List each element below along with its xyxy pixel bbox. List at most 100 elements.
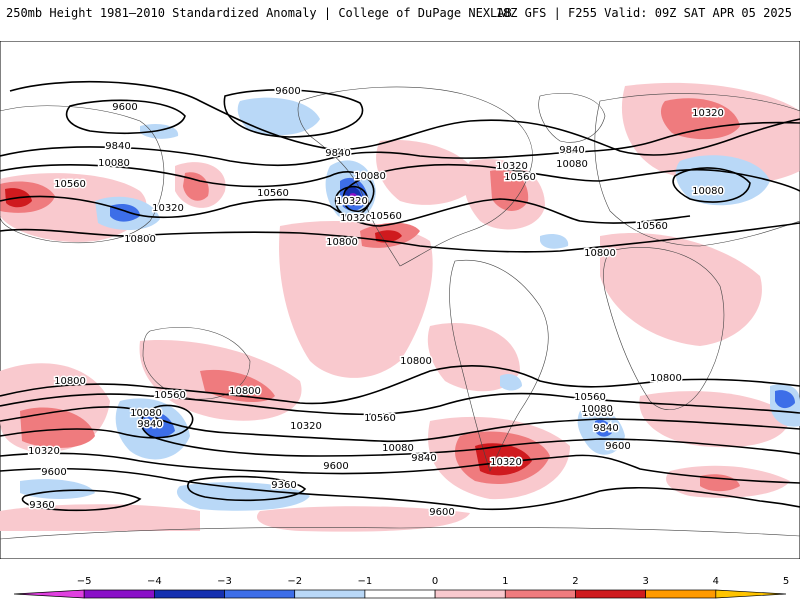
contour-label: 10560 xyxy=(364,413,396,424)
header: 250mb Height 1981–2010 Standardized Anom… xyxy=(0,0,800,28)
contour-line xyxy=(0,195,691,227)
contour-label: 10800 xyxy=(229,386,261,397)
contour-label: 10080 xyxy=(692,186,724,197)
contour-line xyxy=(334,185,369,217)
colorbar-swatch xyxy=(575,589,646,599)
colorbar-tick-label: 2 xyxy=(572,576,578,587)
anomaly-region xyxy=(475,443,532,476)
contour-line xyxy=(0,467,800,511)
anomaly-region xyxy=(427,323,520,392)
contour-label: 10320 xyxy=(336,196,368,207)
contour-label: 9840 xyxy=(593,423,618,434)
contour-label: 9600 xyxy=(275,86,300,97)
anomaly-region xyxy=(183,172,209,201)
contour-label: 10320 xyxy=(290,421,322,432)
contour-line xyxy=(0,222,800,253)
colorbar-ticks: −5 −4 −3 −2 −1 0 1 2 3 4 5 xyxy=(77,576,789,587)
contour-labels: 9600 9600 9840 9840 10080 10080 10320 10… xyxy=(27,85,726,520)
contour-label: 10320 xyxy=(496,161,528,172)
anomaly-shading xyxy=(0,82,800,532)
antarctica-outline xyxy=(0,527,800,540)
contour-line xyxy=(0,365,800,405)
contour-label: 10080 xyxy=(382,443,414,454)
colorbar-swatch xyxy=(504,589,576,599)
contour-label: 10080 xyxy=(581,404,613,415)
anomaly-region xyxy=(20,479,95,499)
australia-outline xyxy=(142,326,251,400)
colorbar-swatch xyxy=(294,589,366,599)
contour-line xyxy=(0,404,800,457)
anomaly-region xyxy=(500,374,522,391)
map-title: 250mb Height 1981–2010 Standardized Anom… xyxy=(6,6,512,20)
anomaly-region xyxy=(20,407,95,448)
colorbar-tick-label: 3 xyxy=(642,576,648,587)
europe-asia-outline xyxy=(594,93,800,247)
south-america-outline xyxy=(449,259,549,472)
contour-label: 9840 xyxy=(137,419,162,430)
contour-label: 9600 xyxy=(41,467,66,478)
colorbar-swatch xyxy=(434,589,506,599)
colorbar-tick-label: 1 xyxy=(502,576,508,587)
colorbar-tick-label: 5 xyxy=(783,576,789,587)
colorbar-swatch xyxy=(715,589,787,599)
contour-label: 9360 xyxy=(271,480,296,491)
contour-line xyxy=(0,406,800,443)
colorbar-swatch xyxy=(83,589,155,599)
colorbar-tick-label: −3 xyxy=(217,576,232,587)
contour-label: 9600 xyxy=(429,507,454,518)
contour-label: 10560 xyxy=(54,179,86,190)
contour-label: 10560 xyxy=(636,221,668,232)
colorbar-swatch xyxy=(154,589,225,599)
anomaly-region xyxy=(375,230,402,243)
colorbar-swatches xyxy=(13,589,787,599)
anomaly-region xyxy=(140,411,175,438)
contour-label: 10080 xyxy=(582,408,614,419)
colorbar-tick-label: 0 xyxy=(432,576,438,587)
contour-label: 9600 xyxy=(112,102,137,113)
contour-line xyxy=(223,89,364,138)
contour-label: 10800 xyxy=(326,237,358,248)
anomaly-region xyxy=(540,234,569,249)
contour-label: 10560 xyxy=(504,172,536,183)
contour-line xyxy=(9,80,800,156)
contour-label: 10800 xyxy=(124,234,156,245)
contour-label: 10560 xyxy=(154,390,186,401)
contour-line xyxy=(0,121,800,167)
contour-label: 9840 xyxy=(105,141,130,152)
anomaly-region xyxy=(176,482,310,511)
colorbar-tick-label: −5 xyxy=(77,576,92,587)
colorbar-tick-label: −2 xyxy=(287,576,302,587)
contour-label: 9840 xyxy=(559,145,584,156)
contour-label: 10080 xyxy=(556,159,588,170)
contour-label: 10560 xyxy=(574,392,606,403)
colorbar-swatch xyxy=(364,589,436,599)
colorbar-tick-label: −4 xyxy=(147,576,162,587)
contour-label: 10800 xyxy=(650,373,682,384)
model-run-info: 18Z GFS | F255 Valid: 09Z SAT APR 05 202… xyxy=(495,6,792,20)
anomaly-region xyxy=(350,193,359,204)
contour-label: 9600 xyxy=(323,461,348,472)
contour-line xyxy=(672,167,751,203)
contour-label: 9840 xyxy=(325,148,350,159)
africa-outline xyxy=(603,247,725,410)
anomaly-region xyxy=(775,390,795,409)
contour-label: 10560 xyxy=(370,211,402,222)
anomaly-region xyxy=(600,232,762,346)
contour-label: 10800 xyxy=(400,356,432,367)
contour-label: 10320 xyxy=(692,108,724,119)
anomaly-region xyxy=(595,419,612,437)
height-contours xyxy=(0,80,800,512)
north-america-outline xyxy=(297,86,533,267)
contour-line xyxy=(0,452,800,484)
contour-label: 9840 xyxy=(411,453,436,464)
contour-label: 10320 xyxy=(340,213,372,224)
contour-label: 10320 xyxy=(152,203,184,214)
contour-label: 9360 xyxy=(29,500,54,511)
contour-label: 10320 xyxy=(490,457,522,468)
anomaly-region xyxy=(0,504,200,531)
colorbar-legend: −5 −4 −3 −2 −1 0 1 2 3 4 5 xyxy=(13,576,789,599)
contour-line xyxy=(0,392,800,416)
anomaly-region xyxy=(256,506,470,532)
contour-label: 10080 xyxy=(98,158,130,169)
contour-line xyxy=(21,489,142,512)
